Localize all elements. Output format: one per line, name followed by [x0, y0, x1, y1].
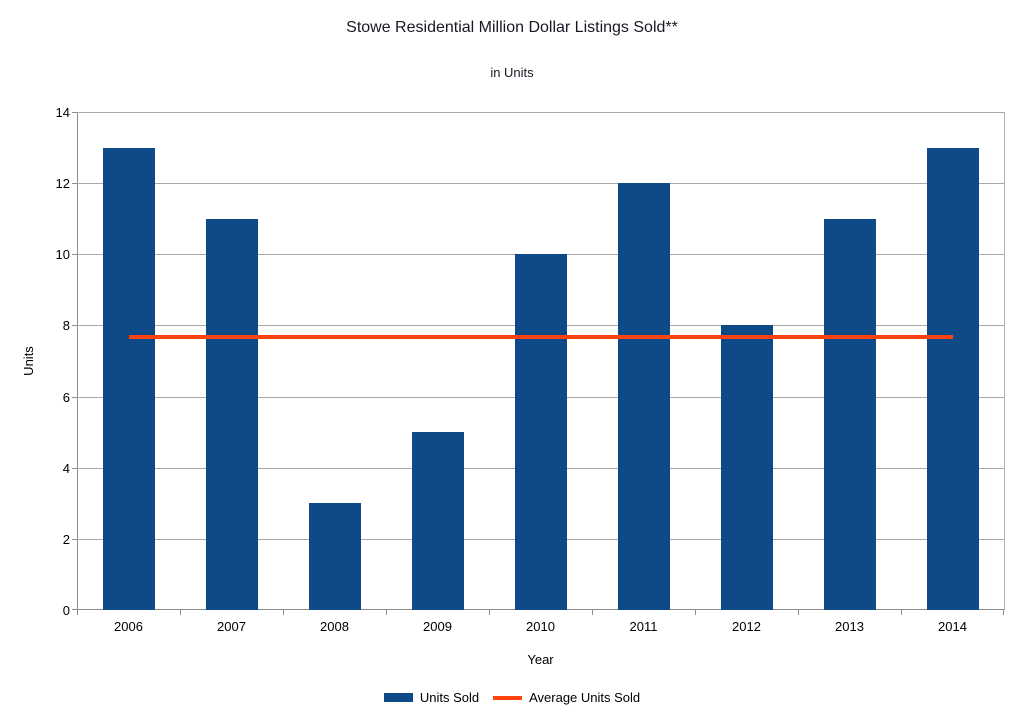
gridline-y-12: [77, 183, 1004, 184]
bar-2013: [824, 219, 876, 610]
x-tick-mark-6: [695, 610, 696, 615]
x-tick-mark-3: [386, 610, 387, 615]
y-tick-label-0: 0: [62, 603, 70, 618]
x-tick-label-2011: 2011: [629, 619, 658, 634]
bar-2006: [103, 148, 155, 610]
bar-2008: [309, 503, 361, 610]
x-tick-mark-1: [180, 610, 181, 615]
y-tick-label-6: 6: [62, 390, 70, 405]
plot-area: [72, 112, 1005, 615]
y-tick-label-10: 10: [55, 247, 70, 262]
y-tick-mark-4: [72, 468, 77, 469]
y-tick-mark-6: [72, 397, 77, 398]
bar-2007: [206, 219, 258, 610]
y-tick-mark-2: [72, 539, 77, 540]
units-sold-swatch-icon: [383, 693, 413, 702]
y-tick-label-12: 12: [55, 176, 70, 191]
legend-average-label: Average Units Sold: [529, 690, 641, 705]
y-tick-label-8: 8: [62, 318, 70, 333]
x-tick-mark-0: [77, 610, 78, 615]
x-tick-mark-2: [283, 610, 284, 615]
x-tick-mark-4: [489, 610, 490, 615]
bar-2009: [412, 432, 464, 610]
y-tick-label-4: 4: [62, 461, 70, 476]
x-tick-label-2013: 2013: [835, 619, 864, 634]
x-axis-title: Year: [527, 652, 554, 667]
x-tick-label-2009: 2009: [423, 619, 452, 634]
gridline-y-14: [77, 112, 1004, 113]
y-tick-mark-0: [72, 609, 77, 610]
y-axis-title: Units: [21, 346, 36, 376]
chart-title: Stowe Residential Million Dollar Listing…: [346, 19, 678, 36]
x-tick-mark-7: [798, 610, 799, 615]
y-tick-mark-8: [72, 325, 77, 326]
bar-2012: [721, 325, 773, 610]
y-tick-label-2: 2: [62, 532, 70, 547]
x-tick-label-2010: 2010: [526, 619, 555, 634]
bar-2011: [618, 183, 670, 610]
average-line-swatch-icon: [493, 695, 523, 700]
x-tick-mark-8: [901, 610, 902, 615]
y-tick-label-14: 14: [55, 105, 70, 120]
x-tick-label-2012: 2012: [732, 619, 761, 634]
y-tick-mark-12: [72, 183, 77, 184]
legend-units-sold-label: Units Sold: [419, 690, 480, 705]
chart-subtitle: in Units: [490, 65, 534, 80]
y-axis-line: [77, 112, 78, 610]
x-tick-mark-5: [592, 610, 593, 615]
bar-2014: [927, 148, 979, 610]
x-tick-label-2008: 2008: [320, 619, 349, 634]
x-tick-label-2007: 2007: [217, 619, 246, 634]
y-tick-mark-10: [72, 254, 77, 255]
legend: Units Sold Average Units Sold: [0, 690, 1024, 705]
y-tick-mark-14: [72, 112, 77, 113]
x-tick-label-2014: 2014: [938, 619, 967, 634]
bar-2010: [515, 254, 567, 610]
x-tick-label-2006: 2006: [114, 619, 143, 634]
average-units-sold-line: [129, 335, 953, 339]
x-tick-mark-9: [1003, 610, 1004, 615]
